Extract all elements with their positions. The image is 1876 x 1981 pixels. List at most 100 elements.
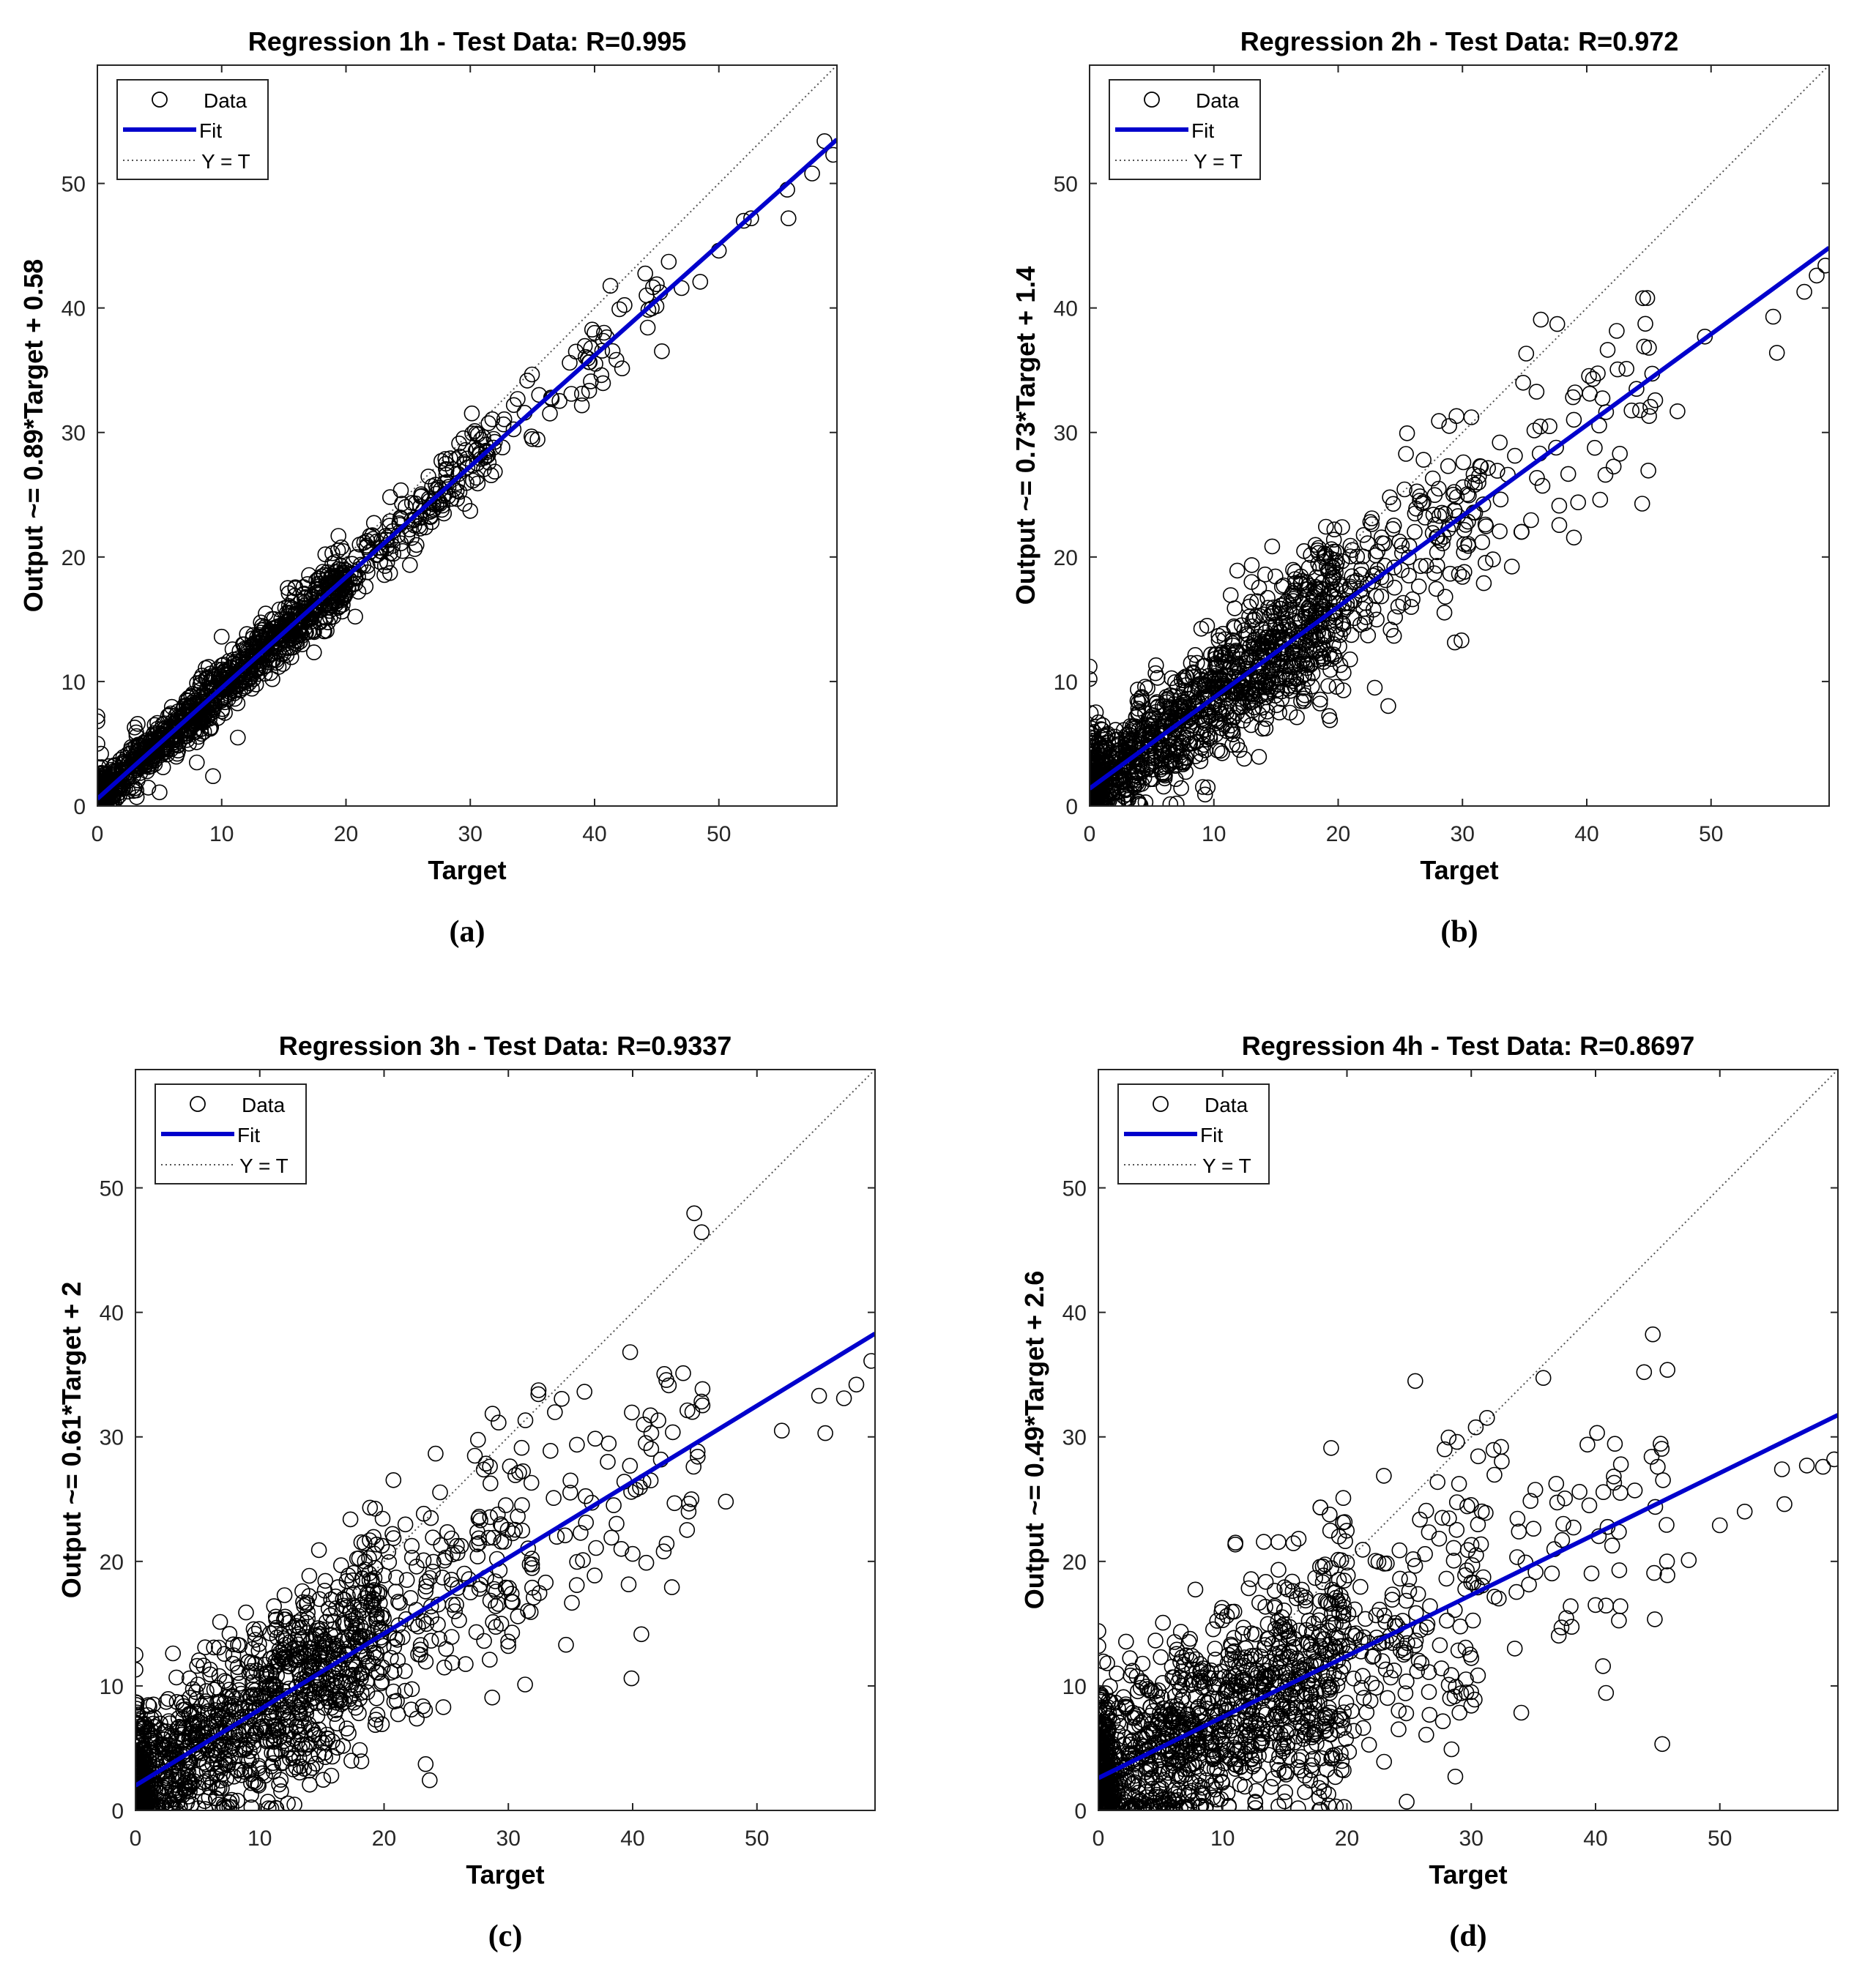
data-point — [305, 644, 322, 660]
data-point — [229, 729, 246, 746]
data-point — [158, 1694, 174, 1710]
data-point — [322, 1682, 339, 1698]
data-point — [593, 367, 610, 384]
data-point — [1318, 518, 1334, 535]
data-point — [190, 1800, 206, 1810]
data-point — [392, 1594, 408, 1611]
data-point — [1290, 627, 1306, 643]
data-point — [392, 535, 409, 552]
data-point — [443, 490, 460, 507]
data-point — [238, 1604, 254, 1621]
data-point — [243, 1786, 259, 1803]
data-point — [333, 539, 350, 556]
data-point — [604, 343, 621, 359]
data-point — [1404, 591, 1421, 608]
data-point — [1453, 632, 1470, 649]
data-point — [488, 1598, 504, 1614]
data-point — [633, 1626, 649, 1643]
data-point — [1090, 749, 1099, 766]
data-point — [1199, 779, 1216, 796]
data-point — [1144, 707, 1161, 723]
data-point — [340, 1674, 357, 1691]
panel-caption: (a) — [450, 915, 485, 949]
data-point — [1257, 668, 1273, 685]
data-point — [386, 1663, 403, 1679]
data-point — [348, 1610, 364, 1627]
data-point — [175, 701, 191, 717]
data-point — [497, 1497, 514, 1513]
data-point — [1098, 791, 1115, 806]
data-point — [310, 1542, 327, 1559]
data-point — [1373, 588, 1390, 605]
data-point — [273, 1742, 290, 1759]
data-point — [1437, 589, 1453, 605]
data-point — [1309, 631, 1325, 648]
data-point — [146, 1709, 163, 1726]
data-point — [469, 1548, 486, 1564]
data-point — [1175, 756, 1191, 772]
data-point — [1353, 567, 1369, 583]
data-point — [1809, 267, 1825, 284]
data-point — [346, 1597, 362, 1613]
data-point — [160, 1691, 176, 1707]
data-point — [1410, 578, 1427, 594]
data-point — [1223, 722, 1239, 739]
data-point — [250, 1643, 267, 1659]
data-point — [1385, 496, 1402, 512]
data-point — [1421, 1684, 1437, 1700]
data-point — [1281, 670, 1298, 687]
data-point — [1395, 594, 1412, 611]
data-point — [1090, 730, 1102, 747]
data-point — [564, 1594, 580, 1611]
data-point — [1311, 695, 1328, 712]
data-point — [1172, 737, 1188, 754]
data-point — [380, 1544, 397, 1560]
data-point — [284, 600, 301, 616]
data-point — [1570, 494, 1586, 511]
data-point — [1224, 712, 1240, 728]
data-point — [179, 1783, 195, 1799]
data-point — [1551, 517, 1568, 534]
data-point — [220, 653, 237, 669]
data-point — [1233, 617, 1250, 633]
data-point — [246, 1727, 262, 1744]
data-point — [177, 1747, 193, 1764]
plot-contents — [135, 1070, 875, 1810]
data-point — [226, 1701, 242, 1717]
data-point — [1386, 559, 1402, 576]
data-point — [149, 1745, 166, 1762]
data-point — [316, 623, 332, 639]
data-point — [275, 1641, 291, 1658]
data-point — [1597, 466, 1614, 483]
data-point — [464, 472, 481, 489]
data-point — [462, 1584, 479, 1600]
data-point — [502, 1458, 518, 1474]
data-point — [253, 622, 269, 638]
data-point — [310, 1746, 327, 1763]
data-point — [344, 1572, 361, 1589]
data-point — [848, 1376, 865, 1393]
data-point — [1316, 592, 1333, 609]
data-point — [608, 351, 625, 368]
data-point — [1309, 1735, 1325, 1752]
data-point — [300, 602, 317, 619]
data-point — [639, 319, 656, 336]
data-point — [1431, 480, 1447, 497]
identity-line — [135, 1070, 875, 1810]
data-point — [292, 1758, 309, 1775]
data-point — [330, 1690, 347, 1707]
y-tick-label: 30 — [100, 1426, 124, 1450]
data-point — [684, 1403, 701, 1420]
data-point — [225, 1655, 241, 1672]
data-point — [1336, 665, 1352, 681]
data-point — [1168, 730, 1184, 747]
data-point — [1164, 754, 1180, 771]
data-point — [135, 1777, 146, 1793]
data-point — [447, 1603, 464, 1619]
data-point — [1329, 554, 1345, 571]
data-point — [241, 1665, 258, 1681]
data-point — [1514, 523, 1530, 540]
data-point — [381, 489, 398, 505]
data-point — [685, 1458, 702, 1475]
